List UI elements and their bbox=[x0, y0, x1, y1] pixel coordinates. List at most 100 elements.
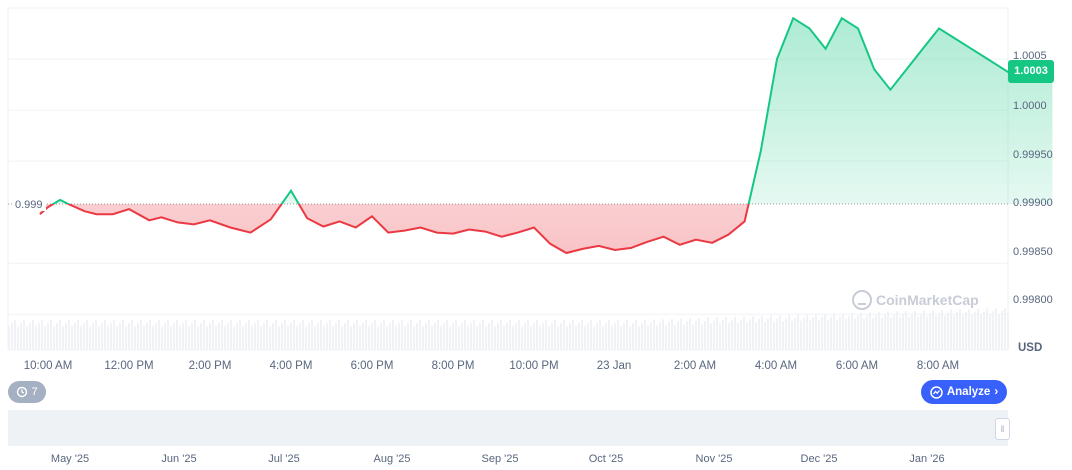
data-point bbox=[646, 241, 648, 243]
x-tick-label: 8:00 AM bbox=[916, 360, 960, 372]
data-point bbox=[96, 213, 98, 215]
volume-bar bbox=[860, 312, 862, 350]
data-point bbox=[468, 229, 470, 231]
reference-price-label: 0.999 bbox=[12, 199, 46, 211]
volume-bar bbox=[755, 322, 757, 350]
volume-bar bbox=[692, 324, 694, 350]
volume-bar bbox=[737, 322, 739, 350]
volume-bar bbox=[995, 308, 997, 350]
history-button[interactable]: 7 bbox=[8, 381, 46, 403]
volume-bar bbox=[449, 326, 451, 350]
volume-bar bbox=[908, 317, 910, 350]
data-point bbox=[970, 48, 972, 50]
analyze-button[interactable]: Analyze › bbox=[921, 380, 1007, 404]
area-fill-down bbox=[39, 204, 1053, 253]
volume-bar bbox=[923, 310, 925, 350]
volume-bar bbox=[710, 323, 712, 350]
volume-bar bbox=[488, 323, 490, 350]
data-point bbox=[857, 27, 859, 29]
volume-bar bbox=[689, 318, 691, 350]
volume-bar bbox=[80, 326, 82, 350]
volume-bar bbox=[467, 326, 469, 350]
data-point bbox=[1003, 68, 1005, 70]
volume-bar bbox=[887, 311, 889, 350]
volume-bar bbox=[716, 317, 718, 350]
series-line-up bbox=[51, 16, 1053, 204]
volume-bar bbox=[749, 319, 751, 350]
data-point bbox=[517, 232, 519, 234]
volume-bar bbox=[326, 323, 328, 350]
data-point bbox=[436, 232, 438, 234]
data-point bbox=[209, 219, 211, 221]
volume-bar bbox=[830, 316, 832, 350]
volume-bar bbox=[530, 326, 532, 350]
volume-bar bbox=[476, 326, 478, 350]
volume-bar bbox=[323, 326, 325, 350]
volume-bar bbox=[641, 322, 643, 350]
volume-bar bbox=[149, 320, 151, 350]
volume-bar bbox=[809, 320, 811, 350]
volume-bar bbox=[26, 326, 28, 350]
volume-bar bbox=[965, 312, 967, 350]
volume-bar bbox=[986, 308, 988, 350]
volume-bar bbox=[623, 323, 625, 350]
volume-bar bbox=[416, 323, 418, 350]
volume-bar bbox=[41, 320, 43, 350]
volume-bar bbox=[545, 320, 547, 350]
volume-bar bbox=[101, 323, 103, 350]
volume-bar bbox=[833, 313, 835, 350]
volume-bar bbox=[104, 320, 106, 350]
volume-bar bbox=[275, 320, 277, 350]
data-point bbox=[84, 210, 86, 212]
data-point bbox=[452, 233, 454, 235]
volume-bar bbox=[353, 323, 355, 350]
volume-bar bbox=[707, 317, 709, 350]
data-point bbox=[938, 27, 940, 29]
volume-bar bbox=[98, 326, 100, 350]
volume-bar bbox=[290, 323, 292, 350]
volume-bar bbox=[302, 320, 304, 350]
currency-label: USD bbox=[1018, 342, 1043, 354]
volume-bar bbox=[431, 326, 433, 350]
volume-bar bbox=[299, 323, 301, 350]
volume-bar bbox=[191, 323, 193, 350]
volume-bar bbox=[563, 320, 565, 350]
volume-bar bbox=[44, 326, 46, 350]
volume-bar bbox=[158, 320, 160, 350]
volume-bar bbox=[161, 326, 163, 350]
navigator-handle[interactable]: ‖ bbox=[995, 418, 1010, 440]
volume-bar bbox=[266, 320, 268, 350]
volume-bar bbox=[866, 315, 868, 350]
volume-bar bbox=[182, 323, 184, 350]
volume-bar bbox=[92, 323, 94, 350]
range-navigator[interactable] bbox=[8, 410, 1008, 446]
data-point bbox=[630, 247, 632, 249]
volume-bar bbox=[137, 323, 139, 350]
area-fill-up bbox=[39, 18, 1053, 204]
volume-bar bbox=[17, 326, 19, 350]
data-point bbox=[744, 220, 746, 222]
x-tick-label: 10:00 AM bbox=[23, 360, 73, 372]
volume-bar bbox=[128, 323, 130, 350]
data-point bbox=[371, 215, 373, 217]
volume-bar bbox=[443, 323, 445, 350]
volume-bar bbox=[461, 323, 463, 350]
y-tick-label: 1.0005 bbox=[1013, 50, 1047, 62]
analyze-icon bbox=[930, 385, 943, 399]
volume-bar bbox=[257, 320, 259, 350]
volume-bar bbox=[680, 318, 682, 350]
volume-bar bbox=[989, 314, 991, 350]
volume-bar bbox=[728, 323, 730, 350]
volume-bar bbox=[263, 323, 265, 350]
data-point bbox=[614, 249, 616, 251]
volume-bar bbox=[437, 320, 439, 350]
volume-bar bbox=[35, 326, 37, 350]
y-tick-label: 0.99900 bbox=[1013, 197, 1053, 209]
volume-bar bbox=[764, 321, 766, 350]
volume-bar bbox=[845, 319, 847, 350]
volume-bar bbox=[422, 326, 424, 350]
volume-bar bbox=[782, 321, 784, 350]
volume-bar bbox=[683, 324, 685, 350]
